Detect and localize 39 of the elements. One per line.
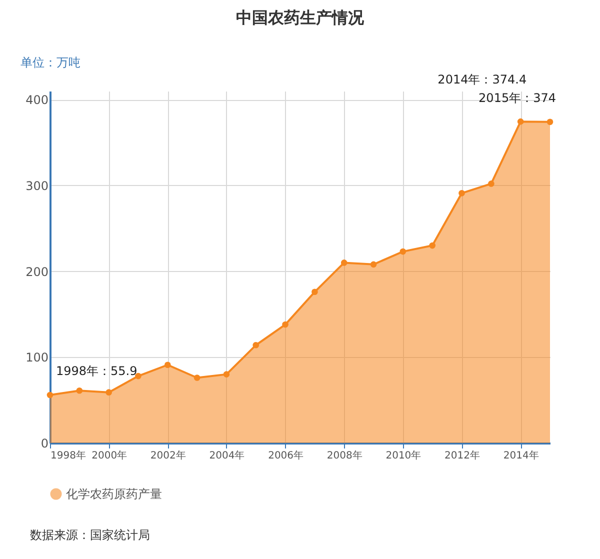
chart-title: 中国农药生产情况 bbox=[236, 8, 365, 27]
point bbox=[223, 371, 230, 378]
x-tick-label: 2014年 bbox=[503, 450, 539, 462]
point bbox=[252, 342, 260, 348]
y-tick-label: 0 bbox=[40, 436, 48, 450]
y-tick-label: 100 bbox=[26, 350, 48, 365]
point bbox=[46, 392, 54, 398]
point bbox=[546, 118, 554, 126]
point bbox=[194, 374, 200, 381]
annotation: 1998年：55.9 bbox=[56, 364, 138, 378]
point bbox=[282, 321, 288, 328]
point bbox=[106, 389, 112, 396]
point bbox=[312, 288, 318, 296]
source-note: 数据来源：国家统计局 bbox=[30, 528, 150, 542]
x-tick-label: 1998年 bbox=[50, 450, 86, 462]
y-tick-label: 400 bbox=[26, 93, 48, 108]
x-tick-label: 2006年 bbox=[268, 450, 304, 462]
y-tick-label: 200 bbox=[26, 264, 48, 279]
x-tick-label: 2010年 bbox=[386, 450, 422, 462]
x-tick-label: 2002年 bbox=[150, 450, 186, 462]
point bbox=[135, 372, 142, 380]
x-tick-label: 2004年 bbox=[209, 450, 245, 462]
annotation: 2014年：374.4 bbox=[438, 72, 527, 87]
annotation: 2015年：374 bbox=[478, 90, 556, 105]
x-tick-label: 2012年 bbox=[444, 450, 480, 462]
y-tick-label: 300 bbox=[26, 178, 48, 193]
x-tick-label: 2008年 bbox=[326, 450, 362, 462]
point bbox=[400, 248, 406, 255]
legend-label: 化学农药原药产量 bbox=[66, 487, 162, 501]
point bbox=[76, 387, 83, 394]
point bbox=[164, 362, 171, 368]
point bbox=[340, 260, 348, 266]
point bbox=[517, 118, 524, 125]
point bbox=[370, 261, 377, 268]
point bbox=[458, 190, 465, 196]
point bbox=[429, 242, 436, 249]
x-tick-label: 2000年 bbox=[92, 450, 128, 462]
point bbox=[488, 180, 494, 187]
y-axis-title: 单位：万吨 bbox=[20, 56, 80, 70]
